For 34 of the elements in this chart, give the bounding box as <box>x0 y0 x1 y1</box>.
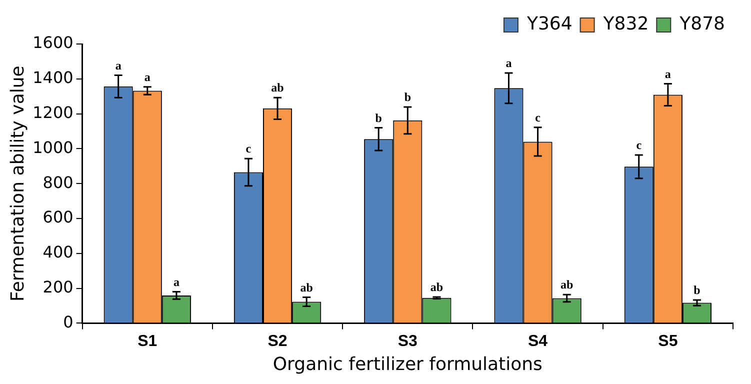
x-axis-title: Organic fertilizer formulations <box>272 354 542 375</box>
y-tick-label: 1000 <box>32 138 74 157</box>
y-tick-label: 800 <box>42 172 74 192</box>
y-tick-label: 1200 <box>32 102 74 122</box>
data-label: ab <box>300 280 314 294</box>
y-axis-title: Fermentation ability value <box>7 66 28 302</box>
x-tick-label: S2 <box>268 333 288 350</box>
x-tick-label: S5 <box>658 333 678 350</box>
data-label: b <box>694 283 701 298</box>
x-tick-label: S3 <box>398 333 418 350</box>
data-label: a <box>664 66 671 81</box>
data-label: a <box>173 274 180 289</box>
legend-label: Y878 <box>678 14 726 35</box>
y-tick-label: 1600 <box>32 33 74 52</box>
data-label: c <box>535 110 542 125</box>
y-tick-label: 200 <box>42 277 74 296</box>
x-tick-label: S4 <box>528 333 548 350</box>
data-label: c <box>636 138 642 152</box>
data-label: ab <box>271 80 284 95</box>
data-label: ab <box>430 280 444 294</box>
data-label: ab <box>560 278 574 292</box>
y-tick-label: 0 <box>63 312 74 332</box>
data-label: b <box>375 110 382 125</box>
legend-label: Y832 <box>602 14 649 35</box>
x-tick-label: S1 <box>138 333 158 350</box>
data-label: a <box>115 58 122 72</box>
data-label: c <box>246 142 252 156</box>
legend-label: Y364 <box>526 14 572 35</box>
data-label: a <box>144 70 150 84</box>
y-tick-label: 400 <box>42 242 74 262</box>
data-label: b <box>404 90 412 104</box>
data-label: a <box>506 56 512 70</box>
y-tick-label: 1400 <box>32 68 74 88</box>
y-tick-label: 600 <box>42 208 74 227</box>
